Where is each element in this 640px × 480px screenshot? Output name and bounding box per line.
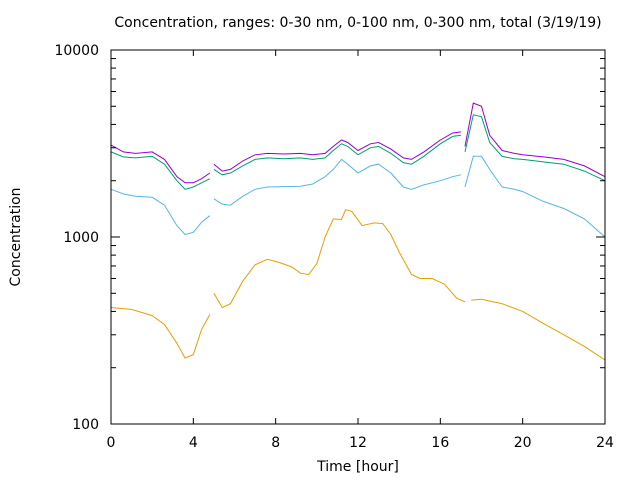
series-2-line-segment-2 [213, 158, 462, 206]
series-3-line-segment-3 [464, 114, 606, 182]
x-tick-label: 4 [189, 435, 198, 451]
chart-title: Concentration, ranges: 0-30 nm, 0-100 nm… [114, 15, 601, 31]
series-1-line-segment-1 [110, 307, 211, 359]
series-layer [110, 102, 606, 361]
x-tick-label: 24 [596, 435, 614, 451]
series-4-line-segment-1 [110, 144, 211, 184]
x-tick-label: 16 [431, 435, 449, 451]
y-tick-label: 1000 [63, 230, 99, 246]
series-1-line-segment-3 [471, 298, 606, 361]
x-tick-label: 8 [271, 435, 280, 451]
series-4-line-segment-3 [464, 102, 606, 178]
y-tick-label: 10000 [54, 43, 99, 59]
x-axis-label: Time [hour] [316, 459, 399, 475]
x-tick-label: 0 [107, 435, 116, 451]
tick-layer: 0 4 8 12 16 20 24 100 1000 10000 [54, 43, 614, 451]
y-tick-label: 100 [72, 417, 99, 433]
y-axis-label: Concentration [8, 187, 24, 286]
x-tick-label: 12 [349, 435, 367, 451]
plot-frame [110, 49, 606, 425]
series-3-line-segment-2 [213, 134, 461, 176]
series-3-line-segment-1 [110, 151, 211, 190]
series-2-line-segment-3 [464, 155, 606, 238]
series-4-line-segment-2 [213, 131, 461, 172]
x-tick-label: 20 [514, 435, 532, 451]
series-1-line-segment-2 [213, 209, 466, 309]
series-2-line-segment-1 [110, 188, 211, 236]
